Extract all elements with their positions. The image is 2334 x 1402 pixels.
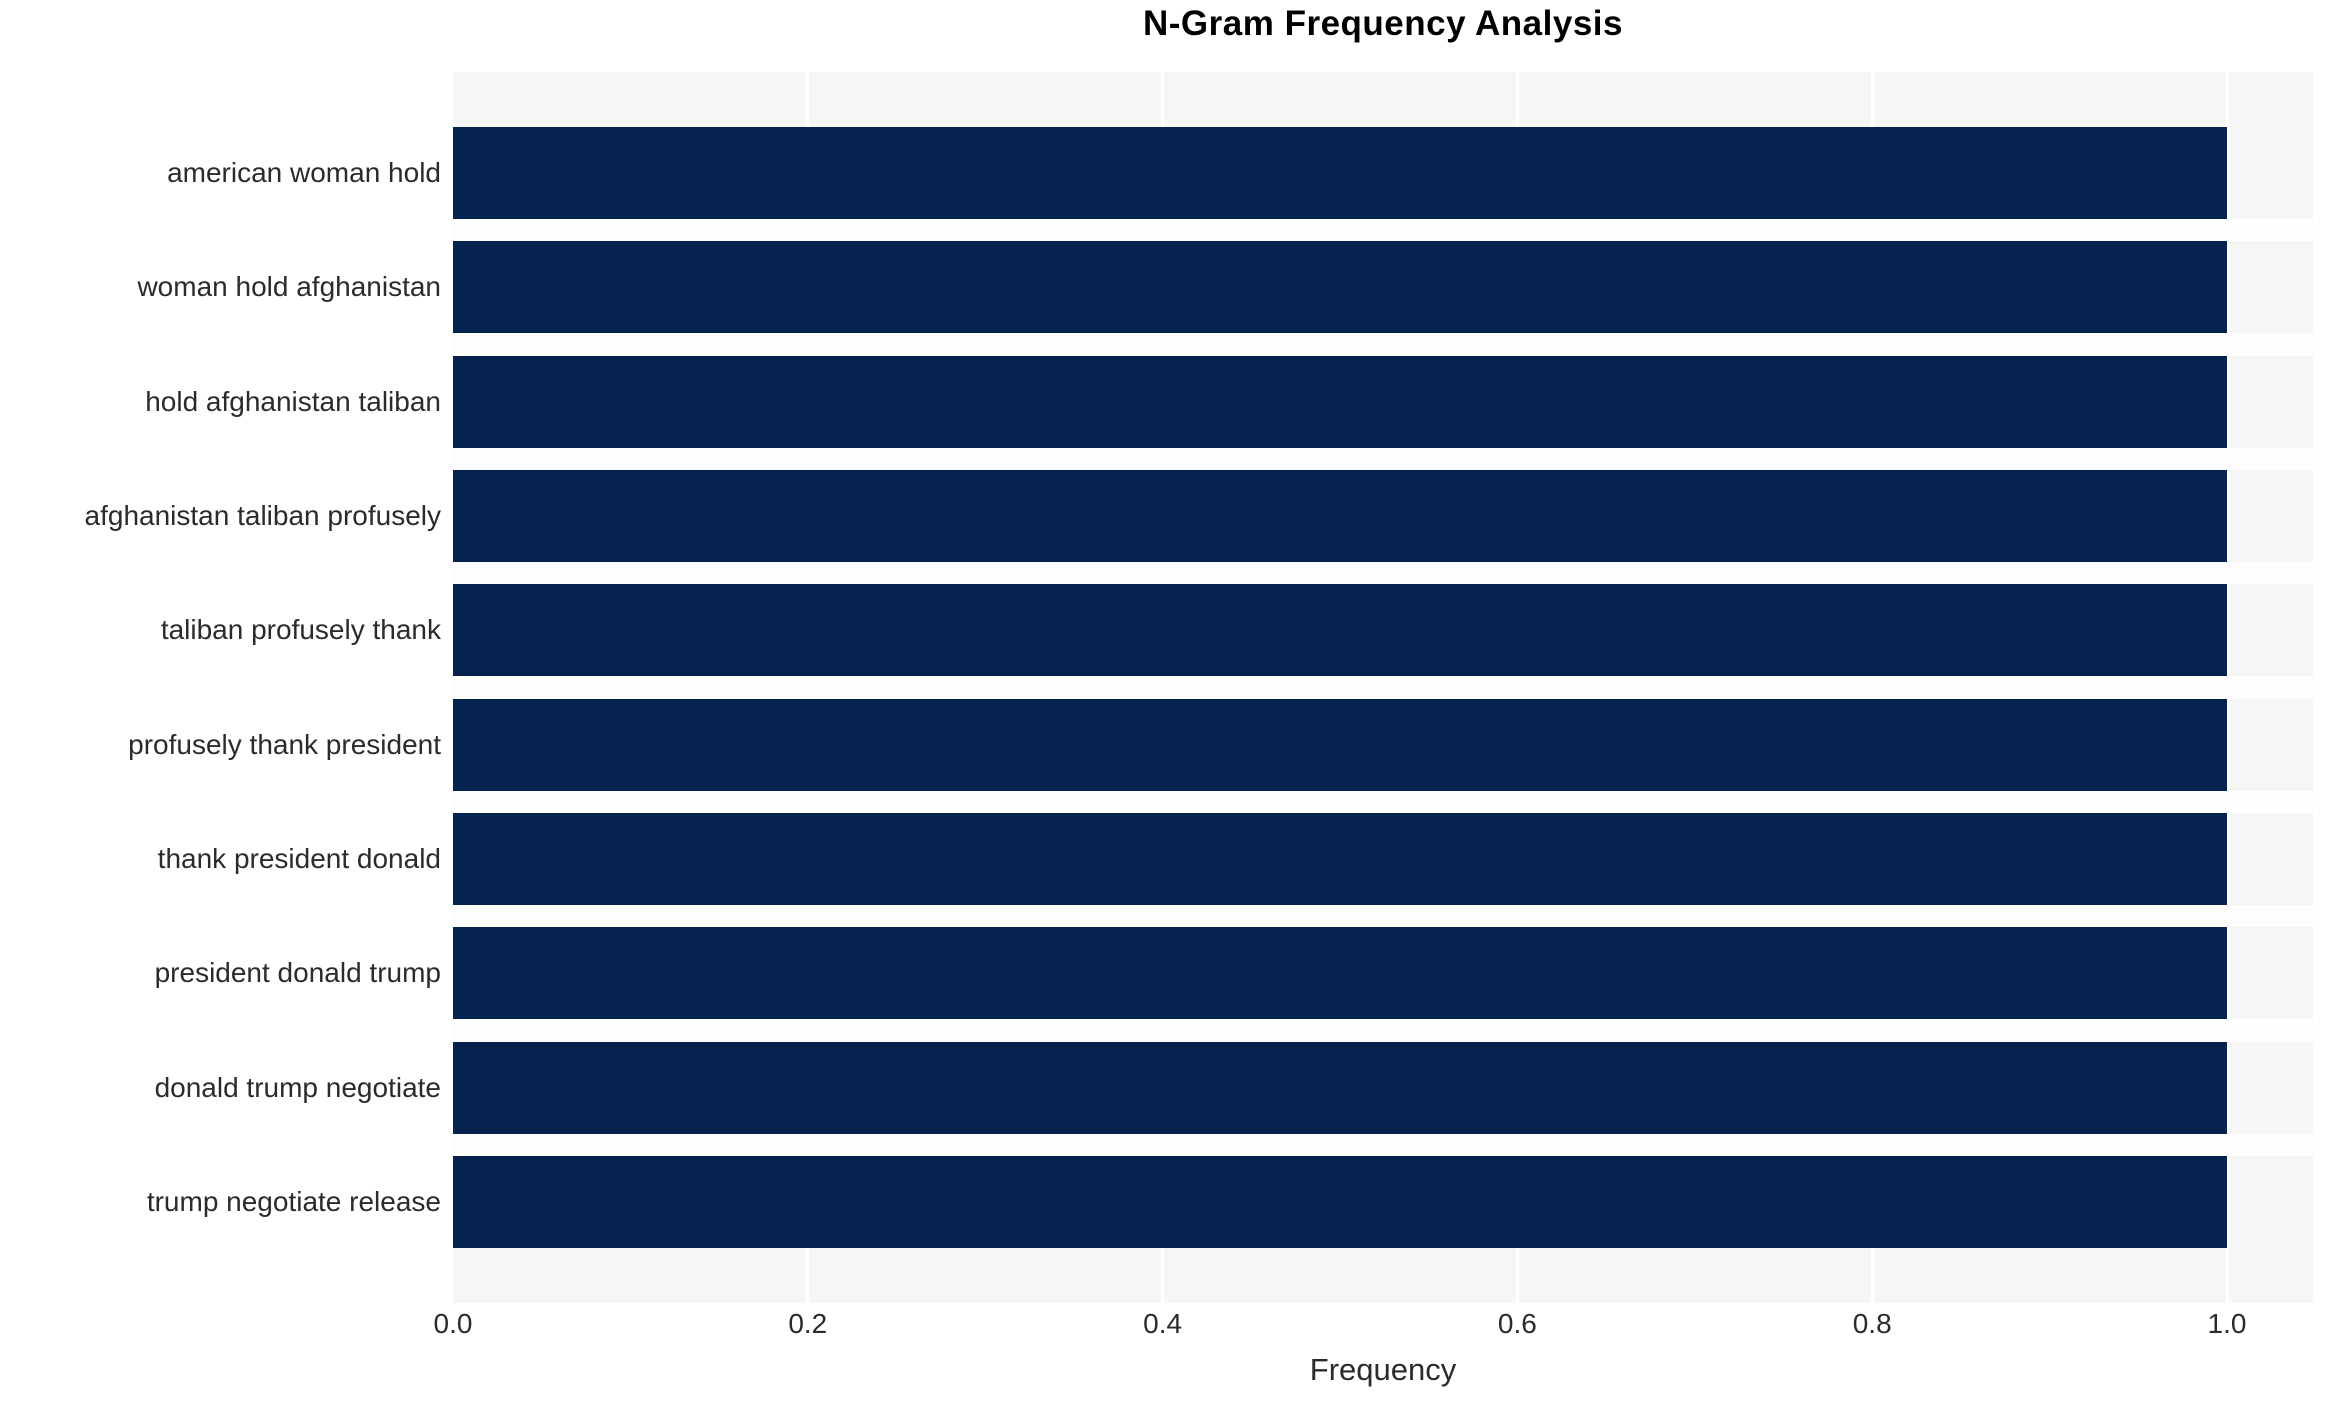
row-gap-stripe (453, 1133, 2313, 1156)
y-tick-label: donald trump negotiate (154, 1071, 441, 1103)
y-tick-label: hold afghanistan taliban (145, 385, 441, 417)
bar (453, 812, 2227, 905)
bar (453, 241, 2227, 334)
bar (453, 698, 2227, 791)
row-gap-stripe (453, 333, 2313, 356)
row-gap-stripe (453, 676, 2313, 699)
plot-area (453, 72, 2313, 1303)
bar (453, 1041, 2227, 1134)
y-tick-label: trump negotiate release (146, 1185, 441, 1217)
x-tick-label: 0.0 (433, 1308, 473, 1339)
y-tick-label: afghanistan taliban profusely (84, 499, 441, 531)
x-axis-title: Frequency (1309, 1352, 1457, 1387)
bar (453, 584, 2227, 677)
y-tick-label: american woman hold (167, 157, 441, 188)
x-tick-label: 0.4 (1143, 1308, 1183, 1339)
y-tick-label: profusely thank president (128, 728, 441, 760)
x-tick-label: 0.8 (1852, 1308, 1892, 1339)
y-tick-label: taliban profusely thank (160, 614, 441, 646)
row-gap-stripe (453, 219, 2313, 242)
bar (453, 927, 2227, 1020)
x-tick-label: 0.2 (788, 1308, 828, 1339)
row-gap-stripe (453, 1019, 2313, 1042)
row-gap-stripe (453, 561, 2313, 585)
x-tick-label: 1.0 (2207, 1308, 2247, 1339)
y-tick-label: thank president donald (157, 842, 441, 874)
bar (453, 469, 2227, 562)
x-tick-label: 0.6 (1497, 1308, 1537, 1339)
chart-title: N-Gram Frequency Analysis (1143, 4, 1623, 43)
bar (453, 127, 2227, 219)
row-gap-stripe (453, 447, 2313, 470)
y-tick-label: woman hold afghanistan (137, 271, 441, 303)
x-axis-tick-labels: 0.0 0.2 0.4 0.6 0.8 1.0 (0, 1308, 2334, 1348)
bar (453, 1155, 2227, 1248)
y-axis-labels: american woman hold woman hold afghanista… (0, 72, 441, 1303)
y-tick-label: president donald trump (154, 957, 441, 989)
row-gap-stripe (453, 790, 2313, 813)
row-gap-stripe (453, 904, 2313, 928)
bar (453, 355, 2227, 448)
